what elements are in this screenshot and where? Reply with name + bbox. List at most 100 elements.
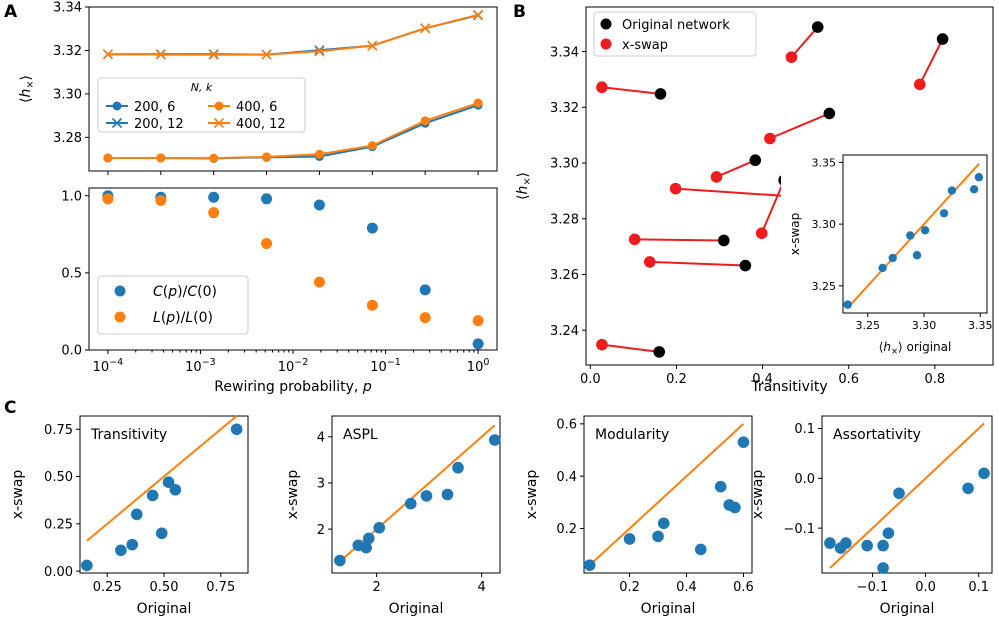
a-top-point (261, 49, 272, 60)
a-bot-point (208, 207, 220, 219)
a-top-point (155, 49, 166, 60)
b-original-point (739, 259, 752, 272)
c-xlabel: Original (641, 601, 696, 617)
panel-c-modularity: 0.2 0.4 0.6 0.2 0.4 0.6 Modularity Original x-sw… (524, 415, 754, 617)
c-xtick-label: 2 (372, 580, 380, 595)
b-legend-label: x-swap (622, 38, 668, 53)
b-inset-ytick-label: 3.35 (812, 156, 837, 169)
panel-b-frame (585, 6, 994, 366)
c-ytick-label: 0.2 (556, 522, 577, 537)
a-top-ytick-label: 3.30 (53, 88, 82, 103)
panel-label-c: C (4, 398, 16, 418)
a-bot-ytick-label: 0.5 (61, 267, 82, 282)
c-ytick-label: 3 (317, 477, 325, 492)
c-frame (821, 415, 993, 574)
b-original-point (654, 88, 667, 100)
a-bot-ytick-label: 1.0 (61, 189, 82, 204)
a-top-legend-title: N, k (191, 81, 213, 94)
a-top-point (420, 116, 430, 126)
c-point (115, 544, 127, 557)
panel-b: 3.24 3.26 3.28 3.30 3.32 3.34 0.0 0.2 0.4 0.6 0.8 T… (515, 6, 994, 395)
a-bot-legend-label: L(p)/L(0) (153, 310, 213, 326)
c-ylabel: x-swap (524, 470, 540, 520)
c-point (882, 527, 895, 539)
b-original-point (653, 346, 666, 358)
a-top-series-line-1 (107, 14, 479, 56)
b-ytick-label: 3.32 (550, 101, 579, 116)
a-top-point (367, 40, 378, 51)
panel-c-transitivity: 0.00 0.25 0.50 0.75 0.25 0.50 0.75 Transitivity… (10, 415, 249, 617)
b-original-point (718, 234, 730, 247)
a-bot-point (155, 194, 167, 206)
c-title: Transitivity (90, 427, 167, 443)
c-point (824, 537, 836, 549)
b-inset-xtick-label: 3.35 (968, 319, 993, 332)
b-pair-line (918, 38, 944, 85)
b-xswap-point (596, 338, 608, 351)
b-inset-point (843, 300, 852, 309)
b-legend-marker (600, 38, 612, 50)
b-pair-line (760, 179, 786, 234)
c-point (441, 488, 454, 501)
b-xtick-label: 0.6 (838, 372, 859, 387)
c-ytick-label: 0.6 (556, 418, 577, 433)
c-ylabel: x-swap (285, 470, 301, 520)
c-point (623, 533, 636, 545)
b-xswap-point (669, 182, 682, 195)
c-xtick-label: 0.0 (915, 580, 936, 595)
b-ytick-label: 3.24 (550, 324, 579, 339)
b-original-point (811, 21, 824, 33)
c-ytick-label: −0.1 (783, 522, 815, 537)
c-point (978, 467, 990, 480)
c-ytick-label: 0.50 (44, 470, 73, 485)
a-bot-point (366, 222, 378, 234)
c-frame (331, 415, 501, 574)
a-top-point (473, 98, 483, 108)
b-inset-point (974, 173, 984, 182)
c-point (130, 508, 143, 521)
c-point (729, 501, 741, 514)
c-point (583, 559, 596, 571)
a-bot-point (261, 193, 273, 205)
b-xlabel: Transitivity (750, 379, 827, 395)
a-top-point (473, 9, 484, 20)
a-top-ytick-label: 3.34 (53, 1, 82, 16)
c-xtick-label: −0.1 (857, 580, 889, 595)
c-xlabel: Original (137, 601, 192, 617)
a-bot-point (313, 276, 325, 288)
b-original-point (936, 33, 949, 45)
a-bot-point (472, 338, 484, 350)
b-ytick-label: 3.26 (550, 268, 579, 283)
a-bot-xtick-label: 10−2 (278, 357, 309, 375)
c-point (126, 538, 139, 551)
a-top-series-line-3 (107, 13, 479, 56)
c-xlabel: Original (389, 601, 444, 617)
a-bot-point (419, 284, 431, 296)
panel-label-a: A (4, 2, 18, 22)
a-top-legend-label: 400, 12 (236, 117, 286, 132)
c-ylabel: x-swap (750, 470, 766, 520)
b-legend-marker (600, 18, 612, 30)
b-xswap-point (913, 78, 926, 91)
b-ytick-label: 3.28 (550, 212, 579, 227)
a-top-point (367, 141, 377, 151)
b-original-point (823, 107, 836, 120)
a-top-point (102, 49, 113, 60)
c-title: ASPL (343, 427, 378, 443)
c-identity-line (829, 422, 985, 569)
c-xtick-label: 0.6 (733, 580, 754, 595)
c-point (877, 539, 889, 552)
c-frame (583, 415, 753, 574)
a-bot-xtick-label: 10−3 (185, 357, 216, 375)
b-inset-ytick-label: 3.30 (812, 218, 837, 231)
c-title: Modularity (595, 427, 669, 443)
a-bot-legend-label: C(p)/C(0) (153, 284, 217, 300)
c-ytick-label: 0.00 (44, 565, 73, 580)
c-point (657, 517, 670, 530)
b-xswap-point (596, 81, 608, 94)
c-point (840, 537, 852, 549)
c-ylabel: x-swap (10, 470, 26, 520)
c-point (452, 461, 464, 474)
b-inset-point (939, 209, 949, 218)
